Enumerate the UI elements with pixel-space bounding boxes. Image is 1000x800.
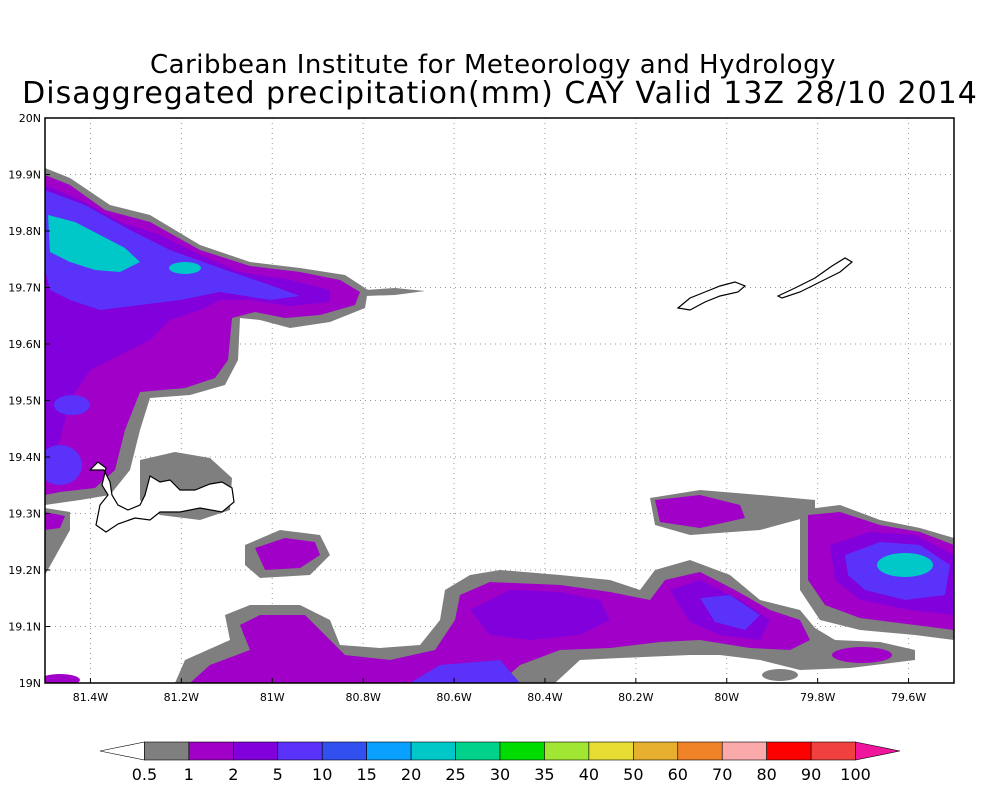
island-cayman-brac — [776, 257, 854, 299]
lon-tick-label: 81.4W — [73, 691, 108, 704]
lat-tick-label: 19.8N — [8, 225, 41, 238]
precip-area-south-west-corner — [45, 674, 80, 683]
colorbar-swatch — [321, 741, 367, 761]
islands — [88, 257, 854, 533]
colorbar-swatch — [544, 741, 590, 761]
lon-tick-label: 80.8W — [345, 691, 380, 704]
colorbar-label: 1 — [184, 765, 194, 784]
lat-tick-label: 19N — [19, 677, 41, 690]
precip-area-south-east-grey — [762, 669, 798, 681]
lat-tick-label: 20N — [19, 112, 41, 125]
colorbar-label: 70 — [712, 765, 732, 784]
lon-tick-label: 80.6W — [436, 691, 471, 704]
precip-area-streak — [365, 288, 425, 296]
lon-tick-label: 81W — [260, 691, 285, 704]
colorbar-label: 0.5 — [132, 765, 157, 784]
precip-area-south-blue — [700, 595, 760, 630]
precip-area-east-small-inner — [655, 495, 745, 528]
lat-tick-label: 19.1N — [8, 621, 41, 634]
lat-tick-label: 19.4N — [8, 451, 41, 464]
colorbar-label: 30 — [490, 765, 510, 784]
colorbar-swatch — [588, 741, 634, 761]
colorbar-label: 25 — [445, 765, 465, 784]
lat-tick-label: 19.5N — [8, 395, 41, 408]
precip-area-northwest-blue — [45, 190, 300, 310]
colorbar-swatch — [766, 741, 812, 761]
colorbar-swatch — [633, 741, 679, 761]
colorbar-swatch — [721, 741, 767, 761]
lat-tick-label: 19.2N — [8, 564, 41, 577]
colorbar-swatch — [233, 741, 279, 761]
lon-tick-label: 80.2W — [618, 691, 653, 704]
lat-tick-label: 19.3N — [8, 508, 41, 521]
lat-tick-label: 19.6N — [8, 338, 41, 351]
lat-tick-label: 19.9N — [8, 169, 41, 182]
colorbar-swatch — [855, 741, 901, 761]
colorbar-label: 40 — [579, 765, 599, 784]
product-title: Disaggregated precipitation(mm) CAY Vali… — [22, 76, 978, 111]
institute-title: Caribbean Institute for Meteorology and … — [150, 50, 836, 80]
colorbar-label: 60 — [668, 765, 688, 784]
colorbar-label: 15 — [356, 765, 376, 784]
precip-area-south-east-small — [832, 647, 892, 663]
precip-area-west-edge-inner — [45, 512, 65, 530]
colorbar-swatch — [810, 741, 856, 761]
precip-area-south-violet — [470, 590, 610, 640]
colorbar-swatch — [366, 741, 412, 761]
colorbar-label: 20 — [401, 765, 421, 784]
precip-field — [45, 168, 954, 683]
colorbar-label: 10 — [312, 765, 332, 784]
colorbar-label: 50 — [623, 765, 643, 784]
colorbar-swatch — [410, 741, 456, 761]
colorbar-label: 80 — [756, 765, 776, 784]
island-grand-cayman — [88, 461, 235, 533]
colorbar-swatch — [677, 741, 723, 761]
colorbar: 0.5 1 2 5 10 15 20 25 30 35 40 50 60 70 80 90 100 — [99, 741, 901, 784]
precip-area-west-blue — [45, 445, 82, 485]
colorbar-label: 90 — [801, 765, 821, 784]
precip-area-central-small-inner — [255, 538, 320, 570]
colorbar-label: 2 — [228, 765, 238, 784]
latitude-tick-labels: 19N 19.1N 19.2N 19.3N 19.4N 19.5N 19.6N 19.7N 19… — [8, 112, 50, 690]
precip-area-east-cyan — [877, 553, 933, 577]
lon-tick-label: 80W — [714, 691, 739, 704]
precip-area-south-purple-small — [243, 620, 293, 644]
colorbar-swatch — [144, 741, 190, 761]
colorbar-swatch — [455, 741, 501, 761]
colorbar-swatch — [499, 741, 545, 761]
colorbar-label: 100 — [840, 765, 871, 784]
colorbar-label: 35 — [534, 765, 554, 784]
colorbar-swatch — [99, 741, 145, 761]
lon-tick-label: 79.8W — [800, 691, 835, 704]
longitude-tick-labels: 81.4W 81.2W 81W 80.8W 80.6W 80.4W 80.2W 80W 79.8… — [73, 678, 926, 704]
precip-area-south-lower — [410, 660, 520, 683]
precip-area-west-blue2 — [54, 395, 90, 415]
lon-tick-label: 79.6W — [891, 691, 926, 704]
colorbar-label: 5 — [273, 765, 283, 784]
precip-area-northwest-cyan — [48, 215, 140, 272]
lon-tick-label: 81.2W — [164, 691, 199, 704]
precip-area-small-cyan — [169, 262, 201, 274]
lon-tick-label: 80.4W — [527, 691, 562, 704]
island-little-cayman — [676, 281, 747, 311]
lat-tick-label: 19.7N — [8, 282, 41, 295]
colorbar-swatch — [277, 741, 323, 761]
colorbar-swatch — [188, 741, 234, 761]
